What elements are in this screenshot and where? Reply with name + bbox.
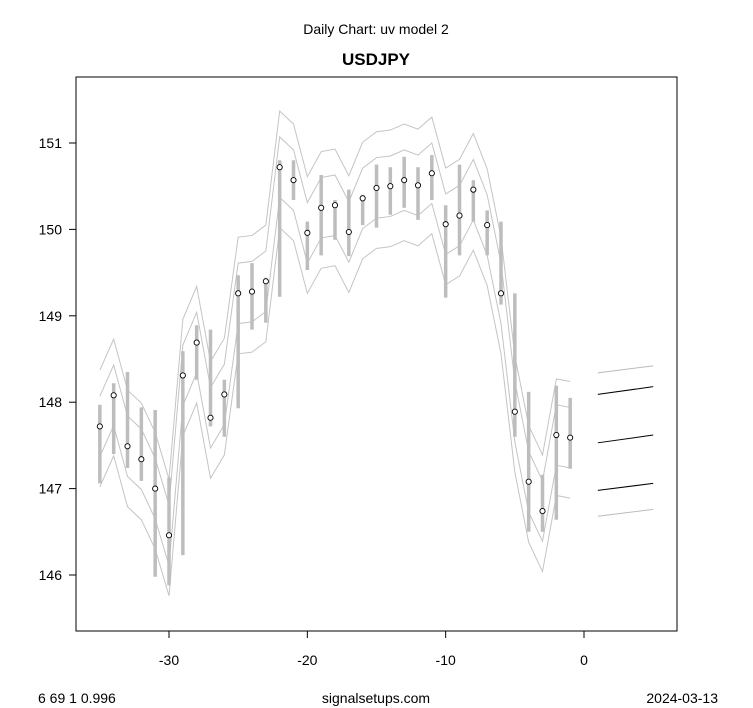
close-point — [110, 392, 117, 399]
x-tick-label: -10 — [436, 652, 456, 668]
close-point — [152, 485, 159, 492]
forecast-mid — [597, 434, 654, 444]
close-point — [525, 478, 532, 485]
close-point — [290, 177, 297, 184]
x-tick-label: -30 — [159, 652, 179, 668]
close-point — [345, 228, 352, 236]
band-line-3 — [99, 226, 571, 596]
x-tick-label: -20 — [297, 652, 317, 668]
close-point — [331, 202, 339, 209]
y-tick-label: 146 — [39, 567, 63, 583]
forecast-lines — [597, 365, 654, 517]
close-point — [318, 204, 325, 211]
y-tick-label: 150 — [39, 221, 63, 237]
y-tick-label: 148 — [39, 394, 63, 410]
close-point — [456, 212, 463, 219]
y-tick-label: 147 — [39, 481, 63, 497]
close-point — [235, 290, 242, 297]
close-point — [539, 508, 546, 515]
close-point — [262, 278, 269, 285]
band-line-0 — [99, 109, 571, 480]
close-point — [401, 177, 408, 184]
close-point — [207, 414, 214, 421]
close-point — [359, 195, 366, 202]
band-line-1 — [99, 135, 571, 506]
plot-frame — [75, 76, 678, 632]
y-tick-label: 151 — [39, 135, 63, 151]
y-tick-label: 149 — [39, 308, 63, 324]
forecast-upper-outer — [597, 365, 654, 374]
close-point — [165, 532, 173, 539]
close-point — [179, 372, 186, 379]
close-point — [276, 164, 283, 171]
close-point — [414, 182, 422, 189]
chart-subtitle: USDJPY — [342, 50, 411, 69]
close-point — [193, 339, 200, 346]
close-point — [553, 431, 560, 439]
close-point — [442, 221, 449, 228]
close-point — [497, 290, 505, 297]
close-point — [124, 443, 131, 450]
close-point — [387, 183, 394, 190]
close-point — [138, 456, 145, 463]
chart-title: Daily Chart: uv model 2 — [303, 21, 449, 37]
footer-center: signalsetups.com — [322, 690, 430, 706]
close-point — [373, 184, 380, 191]
footer-right: 2024-03-13 — [646, 690, 718, 706]
close-point — [428, 170, 435, 177]
close-point — [248, 288, 256, 295]
close-point — [221, 391, 228, 398]
forecast-lower-outer — [597, 508, 654, 517]
close-point — [96, 423, 103, 430]
forecast-upper — [597, 386, 654, 395]
forecast-lower — [597, 482, 654, 491]
range-bars — [98, 155, 572, 586]
close-point — [470, 186, 477, 193]
close-point — [567, 434, 574, 441]
x-tick-label: 0 — [580, 652, 588, 668]
close-point — [304, 229, 311, 236]
axes: 146 147 148 149 150 151 -30 -20 -10 0 — [39, 135, 588, 668]
close-points — [96, 164, 574, 539]
footer-left: 6 69 1 0.996 — [38, 690, 116, 706]
close-point — [511, 408, 518, 415]
close-point — [484, 222, 491, 229]
